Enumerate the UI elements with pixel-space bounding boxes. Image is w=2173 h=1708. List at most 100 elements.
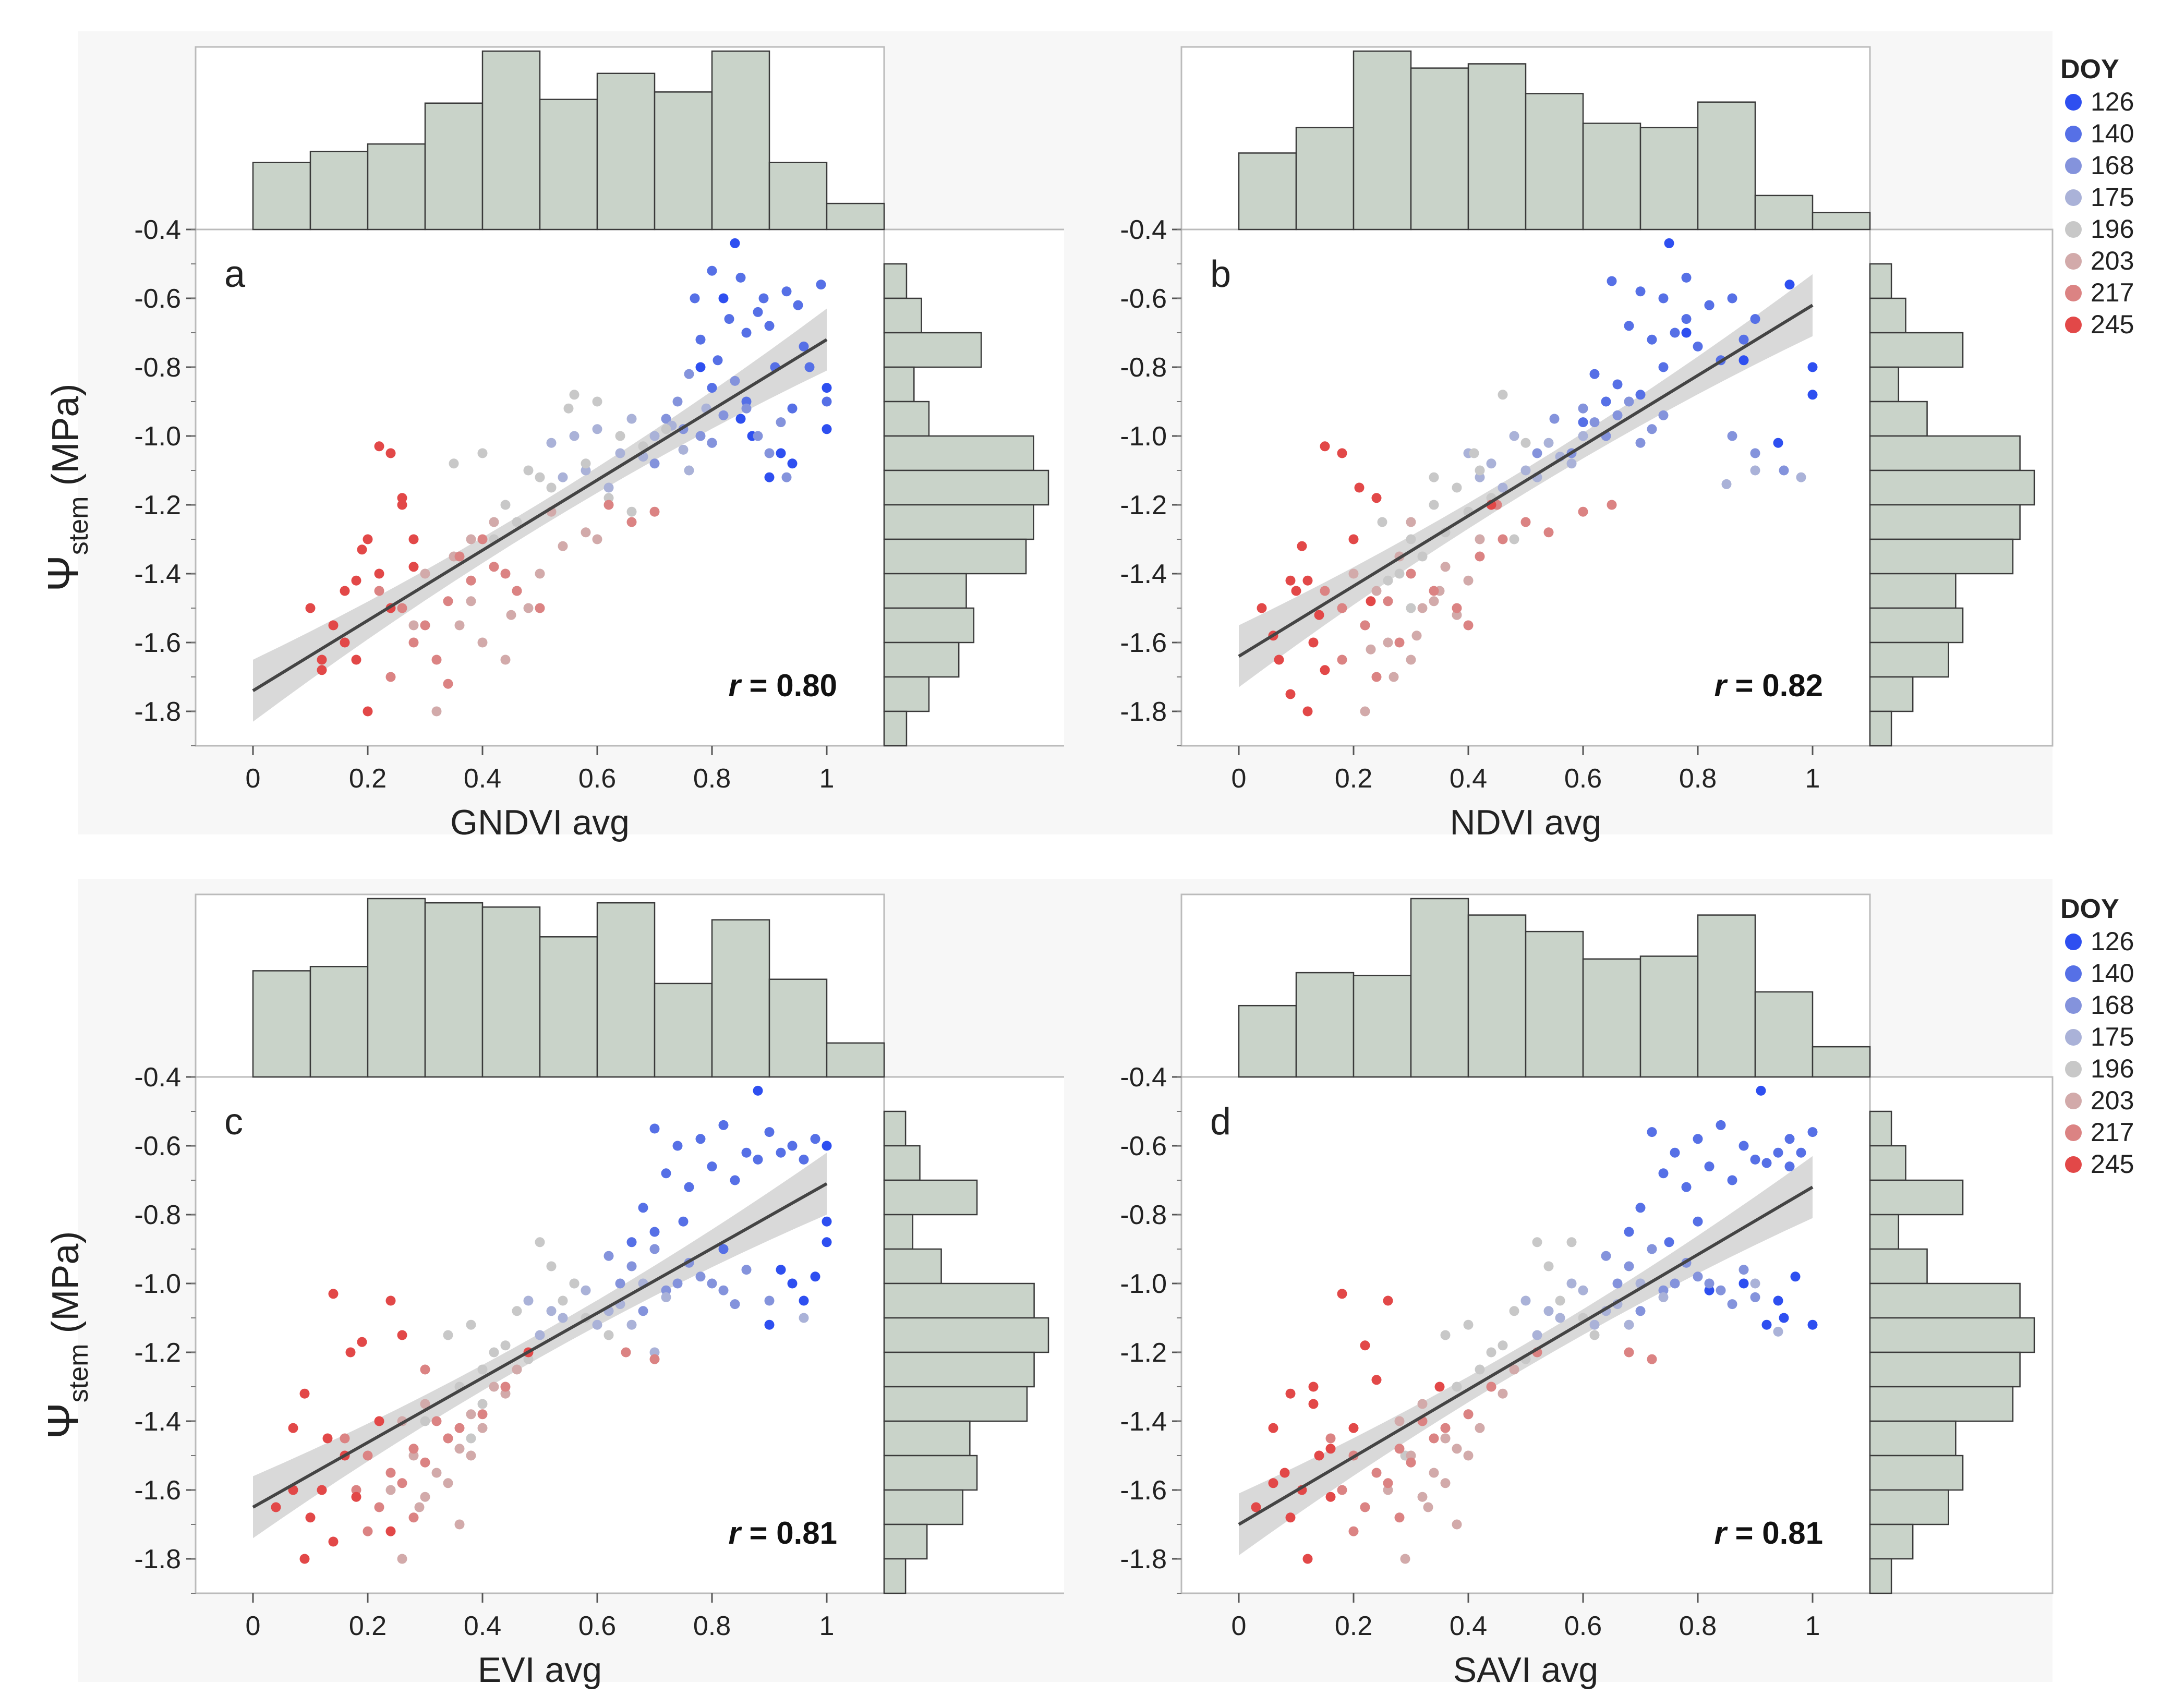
y-tick-label: -1.6 [134,628,181,658]
data-point-217 [1452,603,1462,613]
data-point-126 [822,1237,832,1247]
data-point-175 [649,431,660,441]
data-point-217 [1463,1409,1474,1420]
data-point-203 [443,1478,453,1488]
x-histogram-bar [539,936,598,1078]
data-point-126 [735,414,746,424]
data-point-140 [1727,293,1737,304]
data-point-196 [546,482,557,493]
legend-label: 140 [2091,119,2134,148]
data-point-203 [431,1468,442,1478]
data-point-196 [1520,438,1531,448]
data-point-168 [741,1265,752,1275]
data-point-140 [758,293,769,304]
y-axis-label: Ψstem (MPa) [39,384,94,592]
data-point-217 [1348,1526,1359,1536]
data-point-203 [512,1364,522,1375]
y-tick-label: -1.8 [134,697,181,727]
data-point-203 [466,596,476,607]
data-point-140 [1750,314,1760,324]
legend-label: 168 [2091,990,2134,1020]
legend-marker [2065,934,2082,950]
panel-letter: d [1210,1101,1231,1143]
data-point-196 [523,465,534,476]
data-point-217 [1337,603,1347,613]
data-point-168 [1739,1265,1749,1275]
data-point-245 [1371,1375,1382,1385]
data-point-217 [1429,586,1439,596]
data-point-217 [408,1512,419,1523]
data-point-140 [690,293,700,304]
r-annotation: r = 0.82 [1714,668,1823,703]
data-point-245 [345,1347,356,1358]
data-point-245 [340,586,350,596]
data-point-217 [1325,1433,1336,1444]
y-histogram-bar [1869,1145,1906,1181]
data-point-196 [1589,1330,1600,1340]
data-point-196 [1406,603,1416,613]
data-point-175 [1509,431,1519,441]
data-point-140 [753,307,763,317]
data-point-175 [581,465,591,476]
data-point-245 [317,665,327,675]
r-annotation: r = 0.80 [728,668,837,703]
data-point-168 [695,431,706,441]
data-point-203 [1394,1416,1405,1426]
legend-marker [2065,158,2082,174]
data-point-203 [1440,1478,1451,1488]
data-point-175 [535,1330,545,1340]
data-point-245 [1279,1468,1290,1478]
data-point-217 [431,655,442,665]
data-point-140 [1704,1161,1715,1172]
x-histogram-bar [654,91,713,231]
data-point-196 [477,448,488,458]
data-point-168 [649,458,660,469]
data-point-245 [1285,1512,1296,1523]
x-axis-label: GNDVI avg [450,803,630,842]
data-point-196 [512,1306,522,1316]
data-point-217 [1406,568,1416,579]
data-point-140 [649,1123,660,1134]
y-histogram-bar [883,1110,907,1147]
data-point-217 [1429,1433,1439,1444]
data-point-168 [1589,417,1600,428]
data-point-203 [1429,1468,1439,1478]
r-symbol: r [728,668,742,703]
x-histogram-bar [1467,914,1527,1078]
y-histogram-bar [883,1386,1028,1422]
y-tick-label: -1.6 [1120,1475,1167,1506]
y-tick-label: -0.6 [134,1131,181,1161]
data-point-140 [1693,341,1703,352]
y-histogram-bar [1869,263,1892,299]
y-tick-label: -1.0 [134,1269,181,1299]
data-point-140 [793,300,803,310]
data-point-196 [558,1295,568,1306]
x-tick-label: 1 [819,764,835,794]
legend-marker [2065,1093,2082,1109]
data-point-245 [408,562,419,572]
data-point-175 [678,444,689,455]
data-point-245 [299,1388,310,1399]
regression-line [252,1182,828,1509]
data-point-196 [449,458,459,469]
y-histogram-bar [1869,676,1914,712]
data-point-196 [1475,1364,1485,1375]
data-point-175 [649,1347,660,1358]
data-point-203 [1452,1519,1462,1530]
data-point-140 [1693,1134,1703,1144]
data-point-203 [500,655,511,665]
data-point-203 [385,1485,396,1495]
y-histogram-bar [1869,1523,1914,1560]
data-point-245 [1325,1444,1336,1454]
data-point-196 [1469,448,1479,458]
data-point-140 [1670,1147,1680,1158]
data-point-245 [1314,610,1324,620]
data-point-203 [420,568,430,579]
data-point-245 [1383,1295,1393,1306]
data-point-140 [1727,1175,1737,1185]
x-histogram-bar [367,143,426,231]
data-point-140 [1624,1227,1634,1237]
y-tick-label: -0.6 [1120,284,1167,314]
data-point-217 [1337,655,1347,665]
